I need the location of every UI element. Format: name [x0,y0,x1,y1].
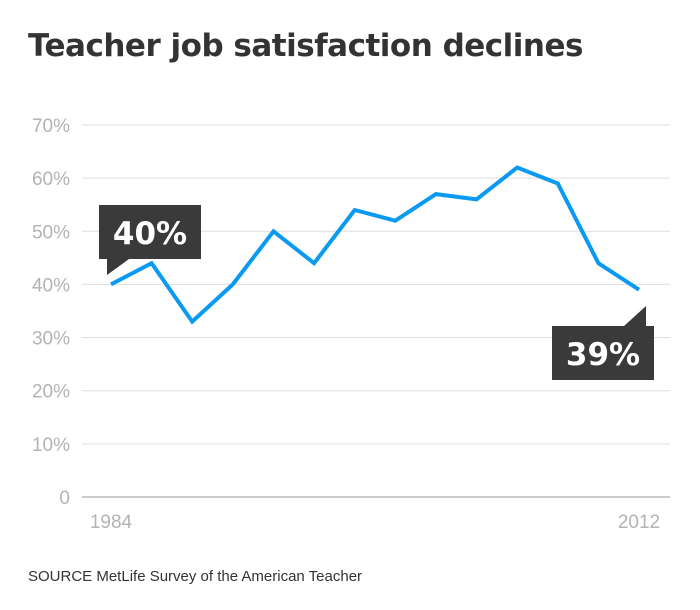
y-tick-label: 20% [32,382,70,403]
callout-box [99,205,201,275]
callout: 40% [99,205,201,275]
y-tick-label: 40% [32,275,70,296]
y-tick-label: 30% [32,329,70,350]
y-tick-label: 0 [59,488,70,509]
callout-label: 39% [566,337,640,373]
y-tick-label: 50% [32,222,70,243]
source-note: SOURCE MetLife Survey of the American Te… [28,568,363,585]
y-tick-label: 10% [32,435,70,456]
callout-label: 40% [113,216,187,252]
x-tick-label: 1984 [90,512,133,533]
series-line [110,165,641,325]
callout-box [552,306,654,380]
y-tick-label: 60% [32,169,70,190]
y-tick-label: 70% [32,116,70,137]
chart-title: Teacher job satisfaction declines [28,28,583,64]
callout: 39% [552,306,654,380]
x-tick-label: 2012 [618,512,660,533]
